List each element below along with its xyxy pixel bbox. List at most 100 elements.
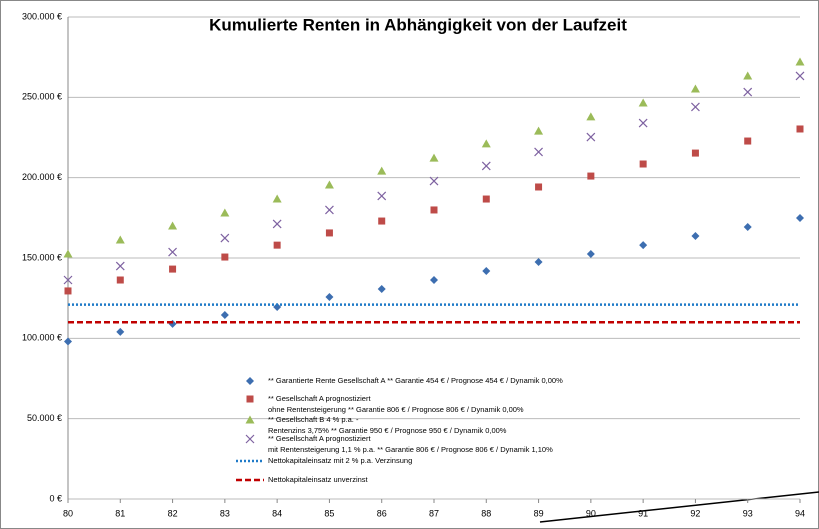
y-tick-label: 100.000 € bbox=[22, 333, 62, 343]
x-tick-label: 80 bbox=[63, 508, 73, 518]
legend-label-line: mit Rentensteigerung 1,1 % p.a. ** Garan… bbox=[268, 445, 553, 454]
legend-label-line: ** Gesellschaft B 4 % p.a. - bbox=[268, 415, 359, 424]
legend-label-line: ohne Rentensteigerung ** Garantie 806 € … bbox=[268, 405, 524, 414]
marker-square bbox=[378, 217, 386, 225]
marker-diamond bbox=[220, 311, 229, 320]
marker-square bbox=[430, 206, 438, 214]
marker-diamond bbox=[691, 231, 700, 240]
marker-triangle bbox=[63, 249, 73, 258]
marker-square bbox=[64, 287, 72, 295]
marker-square bbox=[744, 137, 752, 145]
marker-x bbox=[377, 191, 387, 201]
y-tick-label: 300.000 € bbox=[22, 11, 62, 21]
marker-diamond bbox=[377, 285, 386, 294]
legend-label-line: ** Gesellschaft A prognostiziert bbox=[268, 434, 371, 443]
marker-x bbox=[795, 71, 805, 81]
x-tick-label: 85 bbox=[324, 508, 334, 518]
marker-diamond bbox=[534, 258, 543, 267]
marker-square bbox=[221, 253, 229, 261]
x-tick-label: 81 bbox=[115, 508, 125, 518]
marker-x bbox=[63, 275, 73, 285]
marker-triangle bbox=[743, 71, 753, 80]
marker-triangle bbox=[324, 180, 334, 189]
legend-label-line: Rentenzins 3,75% ** Garantie 950 € / Pro… bbox=[268, 426, 507, 435]
marker-square bbox=[691, 149, 699, 157]
x-tick-label: 86 bbox=[377, 508, 387, 518]
x-tick-label: 84 bbox=[272, 508, 282, 518]
x-tick-label: 94 bbox=[795, 508, 805, 518]
marker-diamond bbox=[796, 213, 804, 222]
marker-diamond bbox=[246, 377, 254, 385]
marker-triangle bbox=[534, 126, 544, 135]
x-tick-label: 88 bbox=[481, 508, 491, 518]
marker-x bbox=[534, 147, 543, 157]
y-tick-label: 50.000 € bbox=[27, 413, 62, 423]
marker-x bbox=[743, 87, 753, 97]
marker-diamond bbox=[116, 327, 125, 336]
marker-diamond bbox=[325, 293, 334, 302]
chart-title: Kumulierte Renten in Abhängigkeit von de… bbox=[209, 15, 627, 34]
marker-diamond bbox=[64, 337, 72, 346]
marker-diamond bbox=[743, 222, 752, 231]
y-tick-label: 200.000 € bbox=[22, 172, 62, 182]
marker-triangle bbox=[168, 221, 178, 230]
marker-square bbox=[169, 265, 177, 273]
marker-x bbox=[691, 102, 700, 112]
marker-x bbox=[272, 219, 282, 229]
legend-label: ** Garantierte Rente Gesellschaft A ** G… bbox=[268, 376, 563, 385]
marker-triangle bbox=[377, 166, 387, 175]
marker-x bbox=[325, 205, 334, 215]
marker-diamond bbox=[430, 276, 438, 285]
marker-triangle bbox=[586, 112, 596, 121]
marker-triangle bbox=[245, 415, 255, 424]
marker-x bbox=[586, 132, 596, 142]
marker-square bbox=[325, 229, 333, 237]
marker-square bbox=[639, 160, 647, 168]
marker-triangle bbox=[220, 208, 230, 217]
y-tick-label: 0 € bbox=[49, 493, 62, 503]
marker-square bbox=[535, 183, 543, 191]
x-tick-label: 82 bbox=[168, 508, 178, 518]
x-tick-label: 91 bbox=[638, 508, 648, 518]
legend-label: Nettokapitaleinsatz unverzinst bbox=[268, 475, 369, 484]
marker-triangle bbox=[638, 98, 648, 107]
x-tick-label: 83 bbox=[220, 508, 230, 518]
marker-x bbox=[245, 434, 255, 444]
marker-x bbox=[429, 176, 439, 186]
marker-square bbox=[796, 125, 804, 133]
marker-triangle bbox=[429, 153, 439, 162]
marker-x bbox=[220, 233, 230, 243]
legend-label-line: ** Gesellschaft A prognostiziert bbox=[268, 394, 371, 403]
x-tick-label: 92 bbox=[690, 508, 700, 518]
marker-diamond bbox=[482, 267, 491, 276]
marker-square bbox=[587, 172, 595, 180]
legend-label: Nettokapitaleinsatz mit 2 % p.a. Verzins… bbox=[268, 456, 412, 465]
marker-triangle bbox=[115, 235, 125, 244]
marker-triangle bbox=[795, 57, 805, 66]
x-tick-label: 89 bbox=[534, 508, 544, 518]
marker-x bbox=[481, 161, 491, 171]
legend-label: ** Gesellschaft A prognostiziert mit Rent… bbox=[268, 434, 553, 454]
x-tick-label: 87 bbox=[429, 508, 439, 518]
y-tick-label: 150.000 € bbox=[22, 252, 62, 262]
marker-diamond bbox=[586, 249, 595, 258]
marker-diamond bbox=[639, 241, 648, 250]
marker-diamond bbox=[273, 303, 282, 312]
marker-x bbox=[168, 247, 177, 257]
marker-x bbox=[115, 261, 125, 271]
marker-triangle bbox=[690, 84, 700, 93]
legend-label: ** Gesellschaft A prognostiziert ohne Ren… bbox=[268, 394, 524, 414]
y-tick-label: 250.000 € bbox=[22, 92, 62, 102]
marker-triangle bbox=[481, 139, 491, 148]
marker-square bbox=[246, 395, 254, 403]
marker-square bbox=[482, 195, 490, 203]
marker-square bbox=[273, 241, 281, 249]
legend-label: ** Gesellschaft B 4 % p.a. - Rentenzins 3… bbox=[268, 415, 507, 435]
marker-square bbox=[116, 276, 124, 284]
marker-triangle bbox=[272, 194, 282, 203]
marker-x bbox=[638, 118, 648, 128]
decor-line bbox=[539, 491, 819, 523]
x-tick-label: 90 bbox=[586, 508, 596, 518]
